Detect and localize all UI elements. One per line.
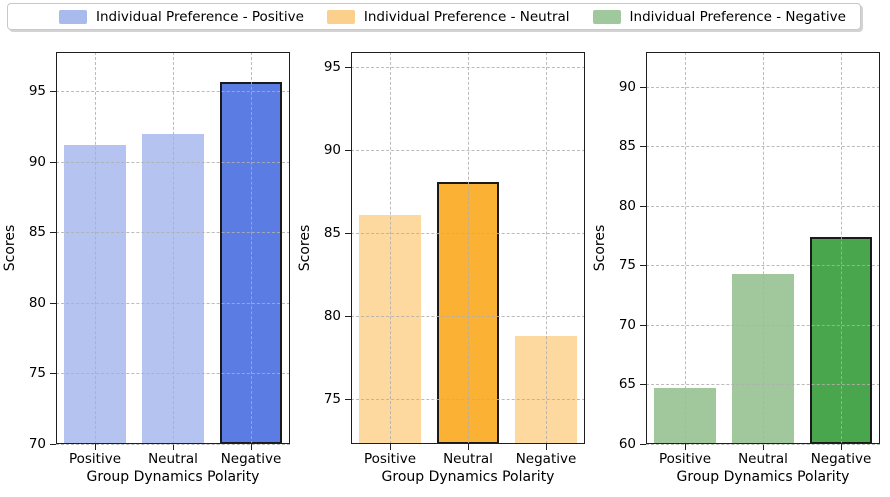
bar-negative [219,81,283,444]
plot-area [56,52,290,445]
y-tick-mark [345,316,351,318]
x-tick-label: Positive [363,451,417,467]
y-tick-mark [640,384,646,386]
y-tick-label: 85 [28,224,46,241]
y-tick-mark [50,161,56,163]
gridline-vertical [95,52,96,444]
gridline-vertical [468,52,469,444]
x-tick-label: Neutral [148,451,198,467]
y-tick-label: 60 [618,436,636,452]
y-tick-mark [50,232,56,234]
y-tick-label: 75 [28,365,46,382]
y-tick-mark [640,265,646,267]
legend-label-positive: Individual Preference - Positive [96,8,304,25]
y-tick-mark [345,66,351,68]
legend-label-negative: Individual Preference - Negative [629,8,846,25]
legend-entry-positive: Individual Preference - Positive [59,9,304,25]
y-tick-label: 70 [618,316,636,333]
subplot-individual-positive: 70 75 80 85 90 95 Positive Neutral Negative Score… [2,52,290,485]
x-tick-label: Positive [658,451,712,467]
y-tick-mark [50,373,56,375]
legend-swatch-negative-icon [592,9,621,24]
y-axis-label: Scores [592,224,608,272]
y-tick-mark [640,86,646,88]
bar-positive [63,145,127,444]
legend-swatch-positive-icon [59,9,87,24]
x-tick-label: Neutral [738,451,788,467]
y-tick-mark [345,399,351,401]
y-tick-label: 80 [28,294,46,311]
y-tick-label: 80 [323,308,341,325]
legend: Individual Preference - Positive Individ… [7,3,861,30]
x-tick-label: Neutral [443,451,493,467]
x-axis-label: Group Dynamics Polarity [86,469,260,485]
x-tick-label: Negative [515,451,577,467]
gridline-vertical [390,52,391,444]
subplot-individual-neutral: 75 80 85 90 95 Positive Neutral Negative Scores G… [297,52,585,485]
x-axis-label: Group Dynamics Polarity [381,469,555,485]
y-tick-label: 65 [618,376,636,393]
legend-entry-neutral: Individual Preference - Neutral [326,8,570,25]
y-tick-label: 75 [618,257,636,274]
gridline-vertical [251,52,252,444]
y-tick-mark [50,302,56,304]
gridline-vertical [546,52,547,444]
y-axis-label: Scores [2,224,18,272]
y-tick-mark [50,91,56,93]
plot-area [646,52,880,445]
x-tick-label: Negative [220,451,282,467]
y-tick-mark [345,150,351,151]
bar-positive [653,388,717,444]
x-tick-mark [546,444,547,450]
y-tick-label: 90 [323,142,341,158]
y-tick-label: 75 [323,391,341,408]
bar-neutral [731,273,795,444]
y-tick-label: 90 [28,153,46,170]
x-axis-label: Group Dynamics Polarity [676,469,850,485]
x-tick-mark [390,444,391,450]
legend-swatch-neutral-icon [326,9,355,24]
bar-negative [514,336,578,444]
gridline-vertical [173,52,174,444]
y-tick-label: 80 [618,197,636,214]
y-tick-label: 85 [323,225,341,242]
gridline-vertical [841,52,842,444]
y-tick-label: 70 [28,436,46,452]
legend-label-neutral: Individual Preference - Neutral [363,8,570,25]
bar-negative [809,236,873,444]
x-tick-mark [173,444,174,450]
bar-neutral [141,133,205,444]
x-tick-mark [763,444,764,450]
x-tick-mark [468,444,469,450]
y-tick-mark [640,444,646,445]
y-tick-mark [640,205,646,207]
y-tick-label: 90 [618,78,636,95]
gridline-vertical [685,52,686,444]
y-tick-mark [640,146,646,148]
bar-positive [358,214,422,444]
plot-area [351,52,585,444]
gridline-horizontal [646,444,880,445]
x-tick-mark [841,444,842,450]
x-tick-label: Negative [810,451,872,467]
y-tick-mark [50,444,56,445]
subplot-individual-negative: 60 65 70 75 80 85 90 Positive Neutral Negative Sco… [592,52,880,485]
y-tick-mark [640,324,646,326]
y-tick-mark [345,233,351,235]
x-tick-mark [251,444,252,450]
gridline-horizontal [56,444,290,445]
x-tick-mark [685,444,686,450]
gridline-vertical [763,52,764,444]
y-tick-label: 95 [28,83,46,100]
legend-entry-negative: Individual Preference - Negative [592,8,846,25]
y-tick-label: 95 [323,58,341,75]
x-tick-mark [95,444,96,450]
y-axis-label: Scores [297,224,313,272]
x-tick-label: Positive [68,451,122,467]
bar-neutral [436,181,500,444]
y-tick-label: 85 [618,138,636,155]
